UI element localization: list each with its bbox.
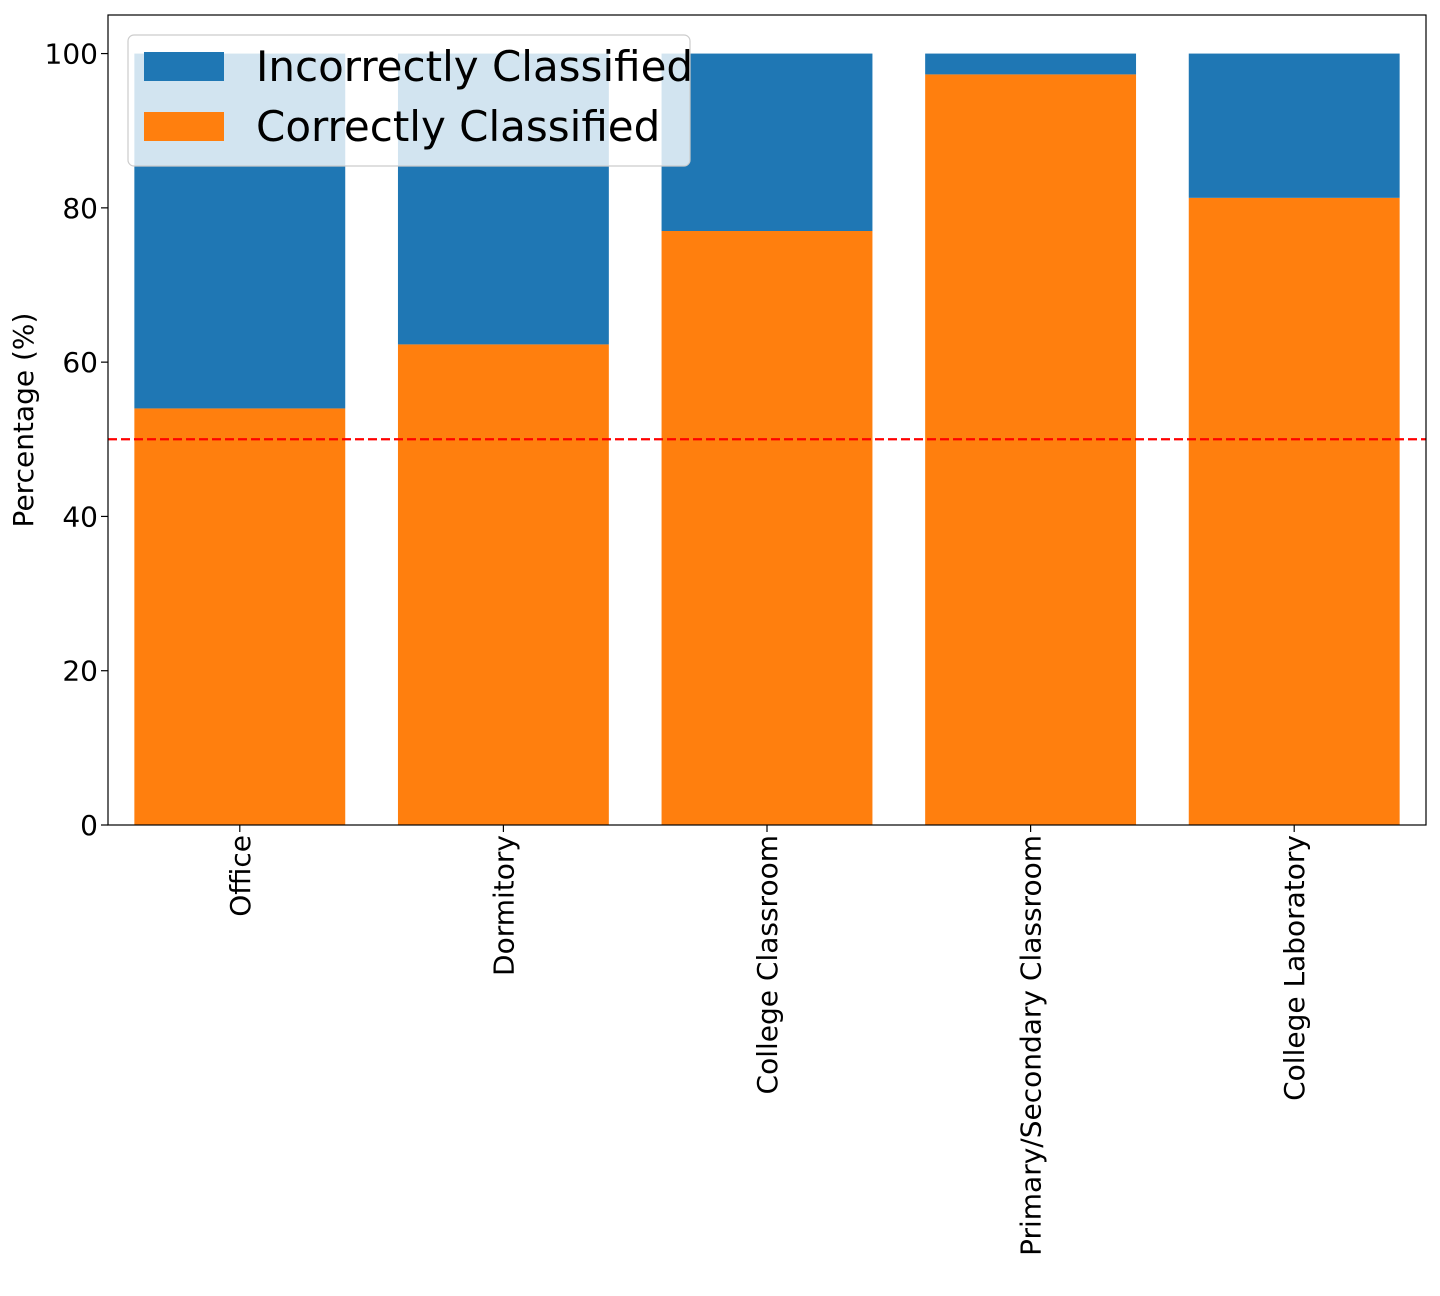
y-tick-label: 100 [45, 38, 98, 71]
y-tick-label: 60 [62, 346, 98, 379]
bar-incorrectly-classified-4 [1188, 53, 1400, 198]
bar-incorrectly-classified-2 [661, 53, 873, 232]
y-tick-label: 0 [80, 809, 98, 842]
legend: Incorrectly Classified Correctly Classifi… [127, 34, 693, 167]
bar-correctly-classified-3 [925, 74, 1137, 825]
legend-label: Correctly Classified [256, 102, 660, 151]
bar-correctly-classified-0 [134, 408, 346, 825]
bar-correctly-classified-4 [1188, 197, 1400, 826]
bar-correctly-classified-2 [661, 231, 873, 825]
x-tick-label: College Classroom [751, 835, 784, 1094]
legend-swatch [144, 112, 224, 141]
legend-label: Incorrectly Classified [256, 42, 693, 91]
bar-correctly-classified-1 [397, 344, 609, 825]
y-tick-label: 40 [62, 500, 98, 533]
x-tick-label: Primary/Secondary Classroom [1015, 835, 1048, 1256]
legend-box [127, 34, 691, 167]
bar-incorrectly-classified-3 [925, 53, 1137, 75]
y-tick-label: 80 [62, 192, 98, 225]
x-tick-label: College Laboratory [1278, 835, 1311, 1101]
legend-swatch [144, 52, 224, 81]
y-tick-label: 20 [62, 655, 98, 688]
x-tick-label: Office [224, 835, 257, 917]
x-tick-label: Dormitory [487, 835, 520, 976]
y-axis-label: Percentage (%) [7, 313, 40, 528]
